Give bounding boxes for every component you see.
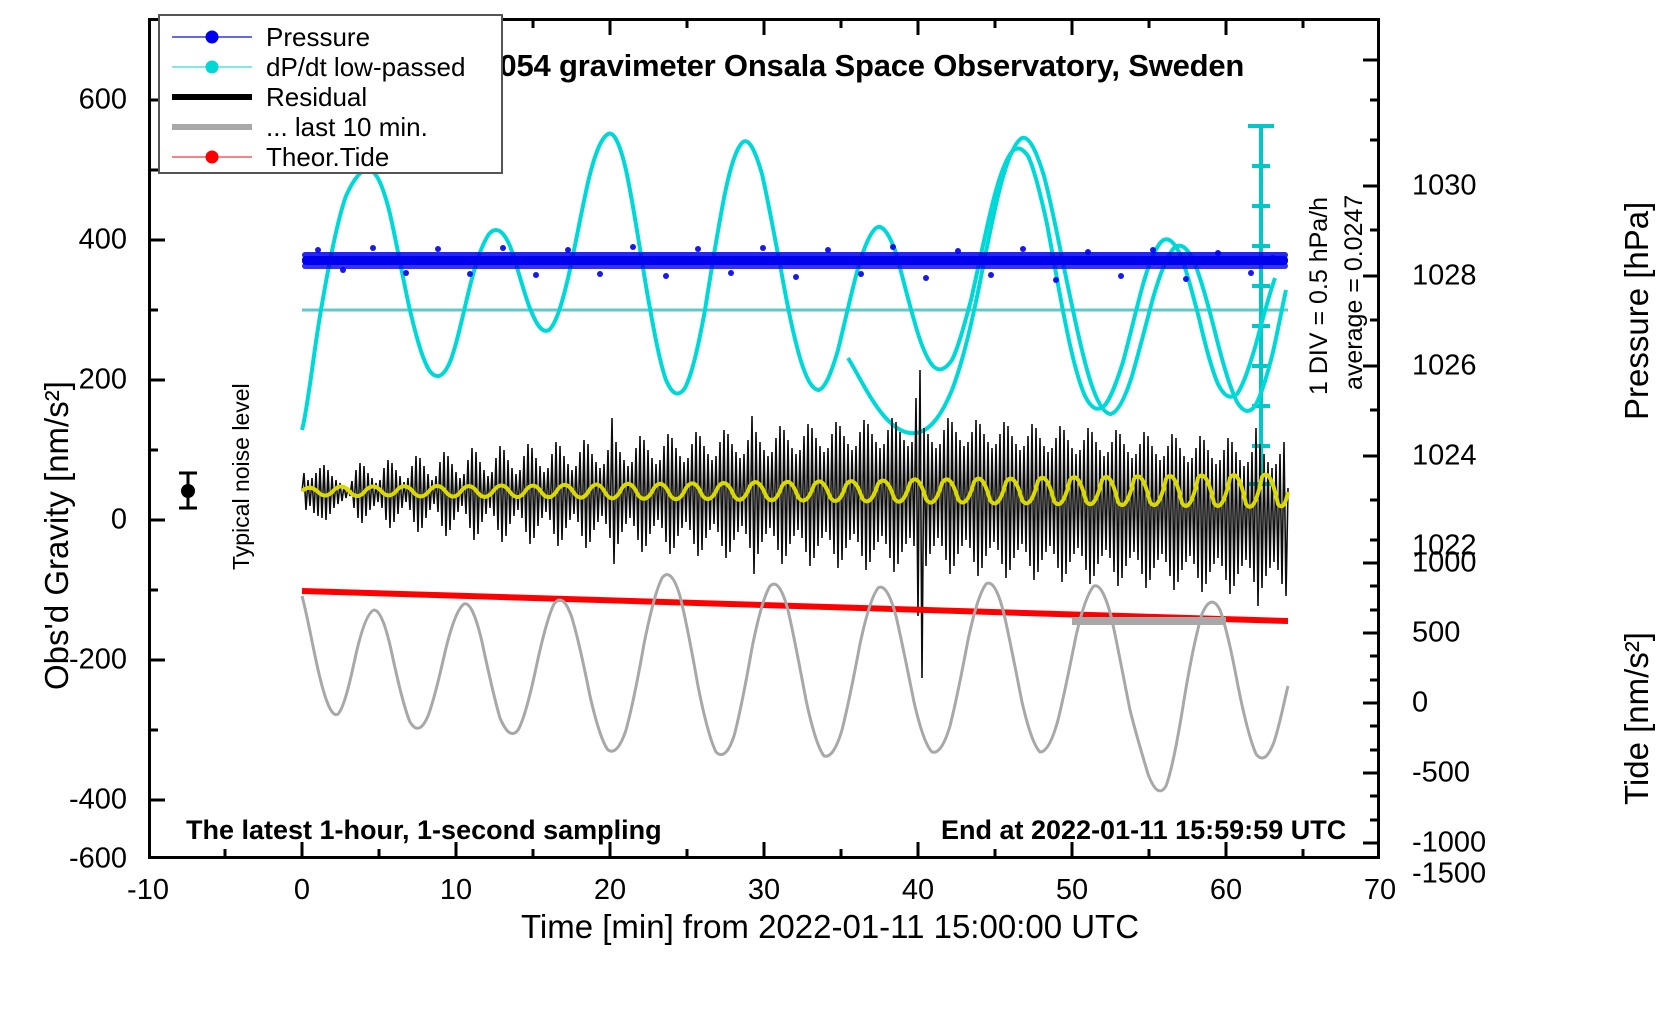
pressure-tick-1028: 1028 [1412, 259, 1477, 292]
legend-label-residual: Residual [266, 81, 368, 112]
right-axis-ticks [1363, 58, 1380, 845]
legend: Pressure dP/dt low-passed Residual ... l… [158, 14, 503, 174]
series-theoretical-tide [301, 588, 1289, 624]
left-axis-title: Obs'd Gravity [nm/s²] [38, 381, 75, 690]
legend-swatch-pressure [172, 28, 252, 46]
left-tick-neg600: -600 [68, 842, 127, 875]
series-pressure [302, 244, 1288, 283]
legend-item-last10[interactable]: ... last 10 min. [172, 112, 501, 142]
tide-tick-1000: 1000 [1412, 546, 1477, 579]
pressure-axis-title: Pressure [hPa] [1618, 201, 1655, 420]
left-tick-neg200: -200 [68, 643, 127, 676]
pressure-tick-1022: 1022 [1412, 529, 1477, 562]
legend-label-pressure: Pressure [266, 21, 371, 52]
left-tick-600: 600 [78, 83, 127, 116]
legend-label-tide: Theor.Tide [266, 141, 390, 172]
legend-label-dpdt: dP/dt low-passed [266, 51, 466, 82]
end-time-note: End at 2022-01-11 15:59:59 UTC [941, 815, 1347, 845]
bottom-tick-50: 50 [1055, 874, 1089, 906]
bottom-tick-30: 30 [747, 874, 781, 906]
left-tick-0: 0 [110, 503, 127, 536]
typical-noise-level-dot [181, 484, 195, 498]
legend-swatch-last10 [172, 118, 252, 136]
dpdt-scale-bar [1248, 124, 1274, 486]
bottom-tick-0: 0 [293, 874, 311, 906]
typical-noise-level-label: Typical noise level [228, 383, 254, 570]
series-dpdt-lowpassed [300, 131, 1277, 431]
legend-swatch-dpdt [172, 58, 252, 76]
page-title: SCG_054 gravimeter Onsala Space Observat… [415, 48, 1245, 83]
plot-canvas [148, 18, 1380, 859]
pressure-tick-1026: 1026 [1412, 349, 1477, 382]
legend-item-tide[interactable]: Theor.Tide [172, 142, 501, 172]
legend-swatch-tide [172, 148, 252, 166]
legend-item-residual[interactable]: Residual [172, 82, 501, 112]
series-last-10-min [300, 573, 1290, 793]
bottom-axis-title: Time [min] from 2022-01-11 15:00:00 UTC [520, 908, 1140, 945]
bottom-axis-ticks [148, 842, 1380, 859]
series-smoothed-residual [300, 472, 1290, 509]
bottom-tick-20: 20 [593, 874, 627, 906]
legend-item-pressure[interactable]: Pressure [172, 22, 501, 52]
legend-swatch-residual [172, 88, 252, 106]
legend-item-dpdt[interactable]: dP/dt low-passed [172, 52, 501, 82]
bottom-tick-40: 40 [901, 874, 935, 906]
left-tick-400: 400 [78, 223, 127, 256]
tide-axis-title: Tide [nm/s²] [1618, 632, 1655, 805]
dpdt-div-annotation: 1 DIV = 0.5 hPa/h [1305, 196, 1333, 395]
tide-tick-500: 500 [1412, 616, 1461, 649]
sampling-note: The latest 1-hour, 1-second sampling [186, 815, 662, 845]
left-axis-ticks [148, 98, 165, 802]
tide-tick-0: 0 [1412, 686, 1429, 719]
left-tick-200: 200 [78, 363, 127, 396]
bottom-tick-60: 60 [1209, 874, 1243, 906]
tide-tick-neg500: -500 [1412, 756, 1471, 789]
tide-tick-neg1500: -1500 [1412, 857, 1487, 890]
bottom-tick-10: 10 [439, 874, 473, 906]
legend-label-last10: ... last 10 min. [266, 111, 428, 142]
bottom-tick-70: 70 [1363, 874, 1397, 906]
dpdt-average-annotation: average = 0.0247 [1340, 194, 1368, 390]
series-residual [301, 369, 1289, 679]
tide-tick-neg1000: -1000 [1412, 826, 1487, 859]
left-tick-neg400: -400 [68, 783, 127, 816]
bottom-tick-neg10: -10 [127, 874, 169, 906]
pressure-tick-1030: 1030 [1412, 169, 1477, 202]
pressure-tick-1024: 1024 [1412, 439, 1477, 472]
series-dpdt-lowpassed-tail [846, 135, 1288, 436]
